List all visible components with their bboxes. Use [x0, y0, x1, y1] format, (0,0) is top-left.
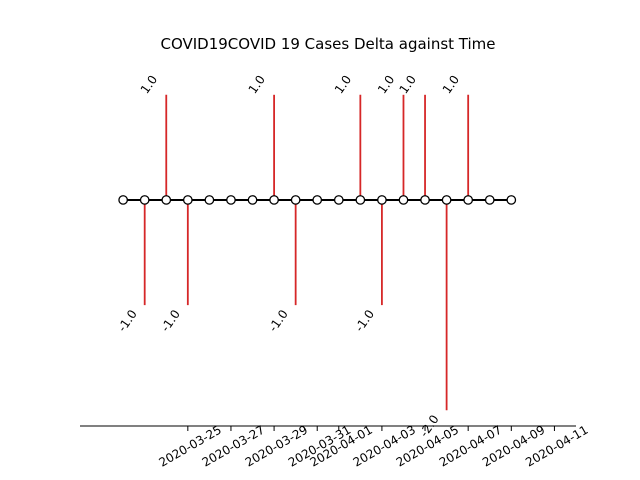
marker-4	[204, 195, 215, 205]
stems-layer	[143, 94, 470, 411]
marker-12	[377, 195, 387, 205]
marker-16	[463, 195, 474, 205]
marker-15	[441, 195, 452, 205]
marker-8	[290, 195, 301, 205]
data-label-16: 1.0	[440, 73, 462, 97]
marker-17	[484, 195, 495, 205]
marker-2	[161, 195, 172, 205]
chart-title: COVID19COVID 19 Cases Delta against Time	[160, 35, 495, 53]
marker-13	[398, 195, 409, 205]
marker-6	[247, 195, 258, 205]
marker-3	[182, 195, 193, 205]
x-ticks-layer: 2020-03-252020-03-272020-03-292020-03-31…	[157, 423, 591, 470]
marker-14	[420, 195, 430, 205]
data-label-2: 1.0	[138, 73, 160, 97]
marker-7	[269, 195, 279, 205]
data-label-8: -1.0	[266, 307, 291, 334]
data-label-12: -1.0	[352, 307, 377, 334]
data-label-7: 1.0	[246, 73, 268, 97]
markers-layer	[118, 195, 517, 205]
marker-10	[333, 195, 344, 205]
marker-11	[355, 195, 366, 205]
marker-0	[118, 195, 128, 205]
data-label-11: 1.0	[332, 73, 354, 97]
data-label-3: -1.0	[158, 307, 183, 334]
marker-1	[139, 195, 150, 205]
data-label-1: -1.0	[115, 307, 140, 334]
data-label-14: 1.0	[397, 73, 419, 97]
marker-9	[312, 195, 323, 205]
data-label-13: 1.0	[375, 73, 397, 97]
marker-5	[226, 195, 236, 205]
marker-18	[506, 195, 517, 205]
